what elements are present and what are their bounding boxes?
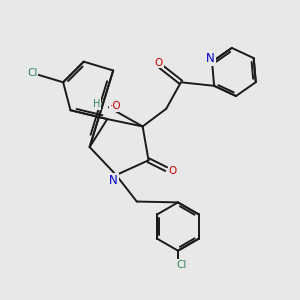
Text: N: N [206,52,215,65]
Text: ·O: ·O [110,101,122,111]
Text: O: O [169,167,177,176]
Text: Cl: Cl [27,68,38,78]
Text: Cl: Cl [176,260,187,270]
Text: N: N [109,174,118,187]
Text: H: H [93,99,100,109]
Text: O: O [155,58,163,68]
